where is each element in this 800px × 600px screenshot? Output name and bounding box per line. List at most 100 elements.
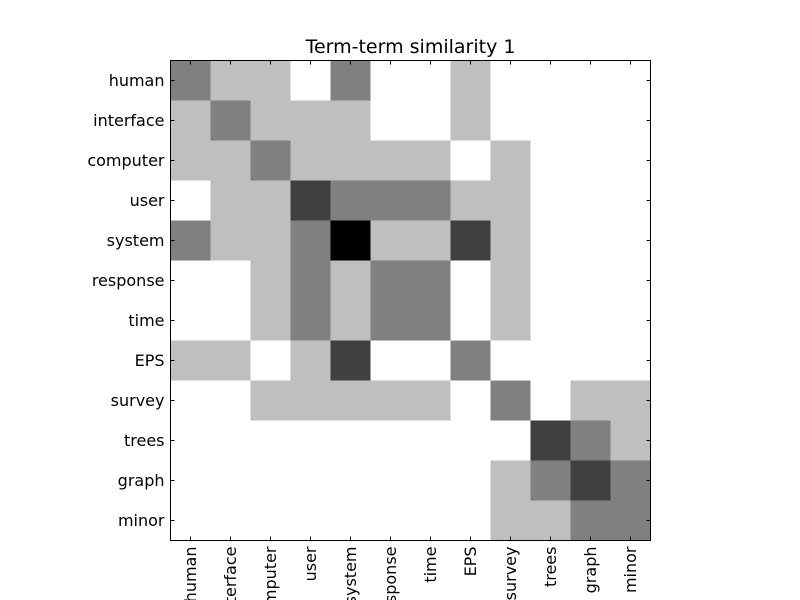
heatmap-cell <box>370 300 411 341</box>
heatmap-cell <box>610 220 651 261</box>
heatmap-cell <box>330 500 371 541</box>
heatmap-cell <box>610 140 651 181</box>
y-tick-label: minor <box>118 511 165 530</box>
heatmap-cell <box>410 420 451 461</box>
heatmap-cell <box>450 300 491 341</box>
heatmap-cell <box>290 100 331 141</box>
heatmap-cell <box>410 380 451 421</box>
heatmap-cell <box>530 100 571 141</box>
heatmap-cell <box>570 340 611 381</box>
heatmap-cell <box>410 500 451 541</box>
heatmap-cell <box>610 100 651 141</box>
heatmap-cell <box>490 260 531 301</box>
heatmap-cell <box>290 340 331 381</box>
y-tick-label: system <box>107 231 165 250</box>
heatmap-cell <box>370 420 411 461</box>
heatmap-cell <box>250 60 291 101</box>
y-tick-label: computer <box>87 151 165 170</box>
x-tick-label: interface <box>221 547 240 600</box>
heatmap-cell <box>450 420 491 461</box>
heatmap-cell <box>170 420 211 461</box>
heatmap-cell <box>290 260 331 301</box>
heatmap-cell <box>330 460 371 501</box>
heatmap-cell <box>410 60 451 101</box>
heatmap-cell <box>370 500 411 541</box>
heatmap-cell <box>490 380 531 421</box>
heatmap-cell <box>450 220 491 261</box>
heatmap-cell <box>250 180 291 221</box>
heatmap-cell <box>410 140 451 181</box>
heatmap-cell <box>370 60 411 101</box>
x-tick-label: system <box>341 547 360 600</box>
heatmap-cell <box>530 460 571 501</box>
heatmap-cell <box>530 180 571 221</box>
heatmap-cell <box>370 140 411 181</box>
heatmap-cell <box>490 180 531 221</box>
heatmap-cell <box>170 220 211 261</box>
heatmap-cell <box>330 180 371 221</box>
heatmap-cell <box>570 260 611 301</box>
heatmap-cell <box>610 380 651 421</box>
heatmap-cell <box>210 460 251 501</box>
heatmap-cell <box>410 300 451 341</box>
x-tick-label: response <box>381 547 400 600</box>
heatmap-cell <box>290 300 331 341</box>
heatmap-cell <box>530 60 571 101</box>
heatmap-cell <box>410 220 451 261</box>
heatmap-cell <box>210 220 251 261</box>
heatmap-cell <box>170 260 211 301</box>
heatmap-cell <box>610 60 651 101</box>
heatmap-cell <box>250 140 291 181</box>
heatmap-cell <box>250 420 291 461</box>
heatmap-cell <box>330 100 371 141</box>
heatmap-cell <box>570 220 611 261</box>
heatmap-cell <box>450 500 491 541</box>
heatmap-cell <box>530 500 571 541</box>
heatmap-cell <box>370 460 411 501</box>
heatmap-cell <box>570 60 611 101</box>
heatmap-cell <box>450 140 491 181</box>
heatmap-cell <box>290 220 331 261</box>
heatmap-cell <box>250 460 291 501</box>
x-tick-label: user <box>301 546 320 581</box>
chart-title: Term-term similarity 1 <box>305 36 516 58</box>
heatmap-cell <box>570 100 611 141</box>
heatmap-cell <box>570 380 611 421</box>
heatmap-cell <box>490 340 531 381</box>
x-tick-label: survey <box>501 547 520 600</box>
heatmap-cell <box>170 180 211 221</box>
heatmap-cell <box>610 260 651 301</box>
heatmap-cell <box>490 300 531 341</box>
y-tick-label: response <box>92 271 165 290</box>
heatmap-cell <box>490 220 531 261</box>
heatmap-cell <box>450 180 491 221</box>
heatmap-cell <box>450 60 491 101</box>
heatmap-cell <box>370 220 411 261</box>
heatmap-cell <box>610 300 651 341</box>
heatmap-cell <box>330 380 371 421</box>
heatmap-cell <box>210 500 251 541</box>
heatmap-cell <box>610 180 651 221</box>
heatmap-cell <box>490 140 531 181</box>
heatmap-cell <box>210 420 251 461</box>
x-tick-label: trees <box>541 547 560 588</box>
x-tick-label: time <box>421 547 440 583</box>
heatmap-cell <box>570 140 611 181</box>
x-tick-label: minor <box>621 546 640 593</box>
heatmap-cell <box>170 300 211 341</box>
heatmap-cell <box>490 460 531 501</box>
heatmap-cell <box>250 500 291 541</box>
heatmap-cell <box>570 180 611 221</box>
plot-frame <box>170 60 651 541</box>
heatmap-cell <box>250 300 291 341</box>
heatmap-cells <box>170 60 651 541</box>
heatmap-cell <box>370 380 411 421</box>
heatmap-cell <box>170 380 211 421</box>
heatmap-cell <box>210 340 251 381</box>
heatmap-cell <box>370 100 411 141</box>
heatmap-cell <box>490 100 531 141</box>
y-tick-label: trees <box>124 431 165 450</box>
heatmap-cell <box>530 340 571 381</box>
heatmap-cell <box>290 460 331 501</box>
